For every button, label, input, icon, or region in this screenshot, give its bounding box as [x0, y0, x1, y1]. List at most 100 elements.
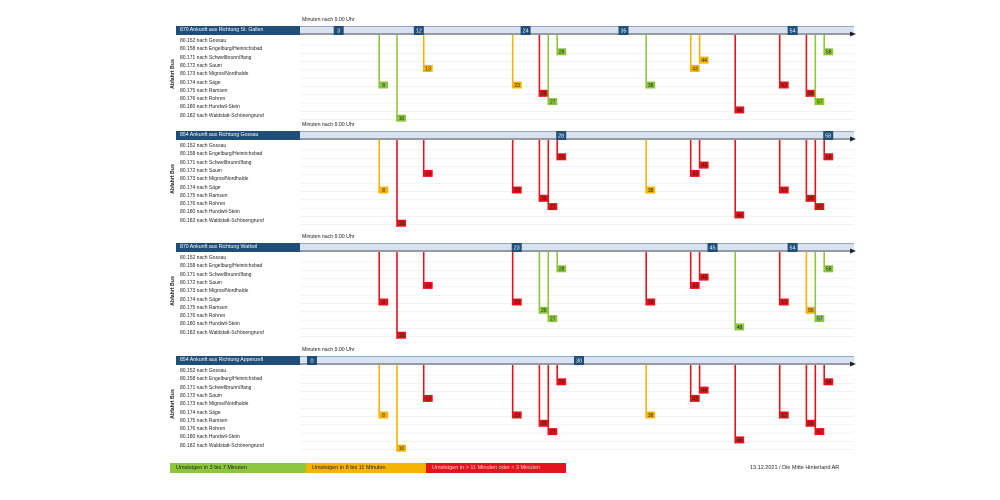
arrival-box — [556, 131, 567, 140]
side-label: Abfahrt Bus — [168, 263, 180, 323]
departure-label: 48 — [737, 213, 743, 219]
departure-label: 53 — [781, 413, 787, 419]
axis-label: Minuten nach 9.00 Uhr — [302, 122, 355, 128]
departure-mark: 13 — [422, 365, 433, 402]
departure-box — [806, 89, 816, 97]
departure-mark: 10 — [396, 35, 406, 122]
departure-mark: 53 — [778, 365, 789, 419]
departure-box — [646, 411, 656, 419]
arrival-box — [574, 356, 584, 365]
departure-mark: 8 — [378, 35, 389, 89]
departure-mark: 57 — [814, 365, 825, 436]
arrival-label: 28 — [558, 134, 564, 140]
departure-box — [397, 219, 406, 227]
departure-box — [397, 114, 406, 122]
departure-box — [646, 81, 656, 89]
departure-mark: 48 — [734, 365, 745, 444]
departure-mark: 44 — [698, 35, 709, 64]
departure-box — [699, 56, 709, 64]
departure-box — [824, 153, 834, 161]
departure-mark: 53 — [778, 140, 789, 194]
route-label: 80.180 nach Hundwil-Stein — [180, 321, 240, 328]
panel-2: Minuten nach 9.00 Uhr 854 Ankunft aus Ric… — [168, 122, 856, 236]
departure-box — [557, 378, 567, 386]
departure-box — [699, 273, 709, 281]
side-label: Abfahrt Bus — [168, 151, 180, 211]
axis-arrow — [850, 31, 856, 37]
departure-label: 26 — [541, 91, 547, 97]
departure-label: 8 — [382, 413, 385, 419]
departure-mark: 27 — [547, 140, 558, 211]
arrival-marker: 12 — [413, 26, 424, 35]
departure-mark: 43 — [689, 35, 700, 72]
departure-mark: 38 — [645, 35, 656, 89]
route-label: 80.152 nach Gossau — [180, 368, 227, 374]
arrival-box — [511, 243, 522, 252]
departure-mark: 58 — [823, 140, 834, 161]
departure-label: 10 — [399, 116, 405, 122]
departure-mark: 58 — [823, 252, 834, 273]
departure-label: 10 — [399, 446, 405, 452]
axis-label: Minuten nach 9.00 Uhr — [302, 234, 355, 240]
departure-box — [512, 186, 522, 194]
departure-label: 27 — [550, 100, 556, 106]
departure-mark: 43 — [689, 365, 700, 402]
departure-label: 53 — [781, 83, 787, 89]
departure-box — [815, 315, 825, 323]
panel-1: Minuten nach 9.00 Uhr 870 Ankunft aus Ric… — [168, 17, 856, 131]
departure-label: 26 — [541, 421, 547, 427]
departure-mark: 57 — [814, 35, 825, 106]
route-label: 80.158 nach Engelburg/Heinrichsbad — [180, 151, 263, 158]
side-label: Abfahrt Bus — [168, 46, 180, 106]
departure-box — [557, 265, 567, 273]
arrival-label: 0 — [310, 359, 313, 365]
departure-mark: 56 — [805, 140, 816, 202]
route-label: 80.182 nach Waldstatt-Schönengrund — [180, 217, 264, 224]
arrival-marker: 28 — [556, 131, 567, 140]
route-label: 80.152 nach Gossau — [180, 143, 227, 149]
departure-box — [512, 411, 522, 419]
departure-box — [735, 106, 745, 114]
departure-mark: 43 — [689, 252, 700, 289]
departure-label: 26 — [541, 196, 547, 202]
departure-mark: 28 — [556, 140, 567, 161]
departure-mark: 8 — [378, 252, 389, 306]
arrival-label: 54 — [790, 246, 796, 252]
departure-label: 27 — [550, 205, 556, 211]
route-label: 80.152 nach Gossau — [180, 38, 227, 44]
departure-mark: 53 — [778, 35, 789, 89]
departure-label: 10 — [399, 221, 405, 227]
departure-mark: 43 — [689, 140, 700, 177]
panel-title: 854 Ankunft aus Richtung Appenzell — [176, 356, 300, 365]
departure-label: 10 — [399, 333, 405, 339]
departure-box — [735, 436, 745, 444]
route-label: 80.171 nach Schwellbrunn/Ifang — [180, 54, 252, 61]
departure-label: 13 — [425, 66, 431, 72]
axis-arrow — [850, 361, 856, 367]
departure-box — [690, 281, 700, 289]
arrival-marker: 54 — [787, 26, 798, 35]
departure-box — [824, 265, 834, 273]
departure-label: 57 — [817, 430, 823, 436]
departure-box — [548, 203, 558, 211]
arrival-marker: 35 — [618, 26, 629, 35]
departure-label: 28 — [559, 50, 565, 56]
departure-label: 56 — [808, 308, 814, 314]
arrival-marker: 23 — [511, 243, 522, 252]
arrival-label: 58 — [825, 134, 831, 140]
departure-box — [735, 211, 745, 219]
arrival-marker: 0 — [307, 356, 317, 365]
departure-label: 56 — [808, 421, 814, 427]
departure-mark: 8 — [378, 140, 389, 194]
arrival-label: 45 — [709, 246, 715, 252]
departure-label: 23 — [514, 188, 520, 194]
departure-box — [779, 186, 789, 194]
departure-label: 38 — [648, 83, 654, 89]
departure-box — [548, 428, 558, 436]
time-axis — [300, 131, 854, 140]
arrival-marker: 24 — [520, 26, 531, 35]
route-label: 80.173 nach Migros/Nordhalde — [180, 401, 249, 408]
departure-mark: 23 — [511, 140, 522, 194]
